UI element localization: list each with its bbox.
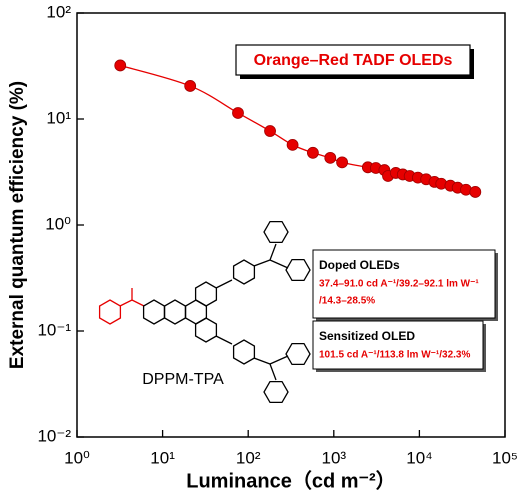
data-point: [307, 146, 319, 159]
annotation-line: 101.5 cd A⁻¹/113.8 lm W⁻¹/32.3%: [319, 350, 470, 361]
y-tick-label: 10⁰: [45, 214, 71, 233]
legend-label: Orange–Red TADF OLEDs: [254, 52, 453, 69]
y-tick-label: 10⁻¹: [37, 320, 71, 339]
annotation-title: Sensitized OLED: [319, 329, 415, 343]
ring: [194, 317, 218, 343]
ring: [232, 259, 256, 285]
data-point: [232, 107, 244, 119]
data-point: [324, 151, 337, 164]
data-point: [264, 125, 276, 137]
x-tick-label: 10⁰: [64, 448, 90, 467]
ring: [98, 299, 122, 325]
ring: [163, 299, 187, 325]
annotation-line: 37.4–91.0 cd A⁻¹/39.2–92.1 lm W⁻¹: [319, 279, 479, 290]
data-point: [336, 156, 348, 169]
x-tick-label: 10⁴: [406, 448, 432, 467]
x-tick-label: 10⁵: [492, 448, 518, 467]
ring: [263, 220, 289, 244]
ring: [142, 299, 166, 325]
ring: [184, 299, 208, 325]
annotation-box: [312, 249, 496, 319]
x-axis-title: Luminance（cd m⁻²）: [186, 469, 395, 492]
annotation-line: /14.3–28.5%: [319, 296, 375, 307]
molecule: [98, 220, 311, 404]
data-point: [286, 138, 299, 151]
annotation-title: Doped OLEDs: [319, 258, 400, 272]
data-point: [184, 80, 197, 92]
annotation-box: [312, 320, 484, 370]
data-point: [469, 186, 482, 198]
y-tick-label: 10²: [46, 2, 71, 21]
series-line: [120, 64, 476, 193]
ring: [263, 380, 289, 404]
ring: [194, 281, 218, 307]
data-point: [114, 59, 127, 72]
y-tick-label: 10⁻²: [37, 426, 71, 445]
ring: [285, 258, 311, 282]
bond: [215, 279, 233, 345]
legend-box: [235, 44, 471, 76]
bond: [119, 288, 145, 307]
x-tick-label: 10²: [236, 448, 261, 467]
ring: [285, 342, 311, 366]
x-tick-label: 10³: [322, 448, 347, 467]
bond: [253, 243, 289, 381]
ring: [232, 339, 256, 365]
x-tick-label: 10¹: [150, 448, 175, 467]
y-tick-label: 10¹: [46, 108, 71, 127]
molecule-label: DPPM-TPA: [142, 371, 224, 388]
y-axis-title: External quantum efficiency (%): [7, 81, 28, 369]
